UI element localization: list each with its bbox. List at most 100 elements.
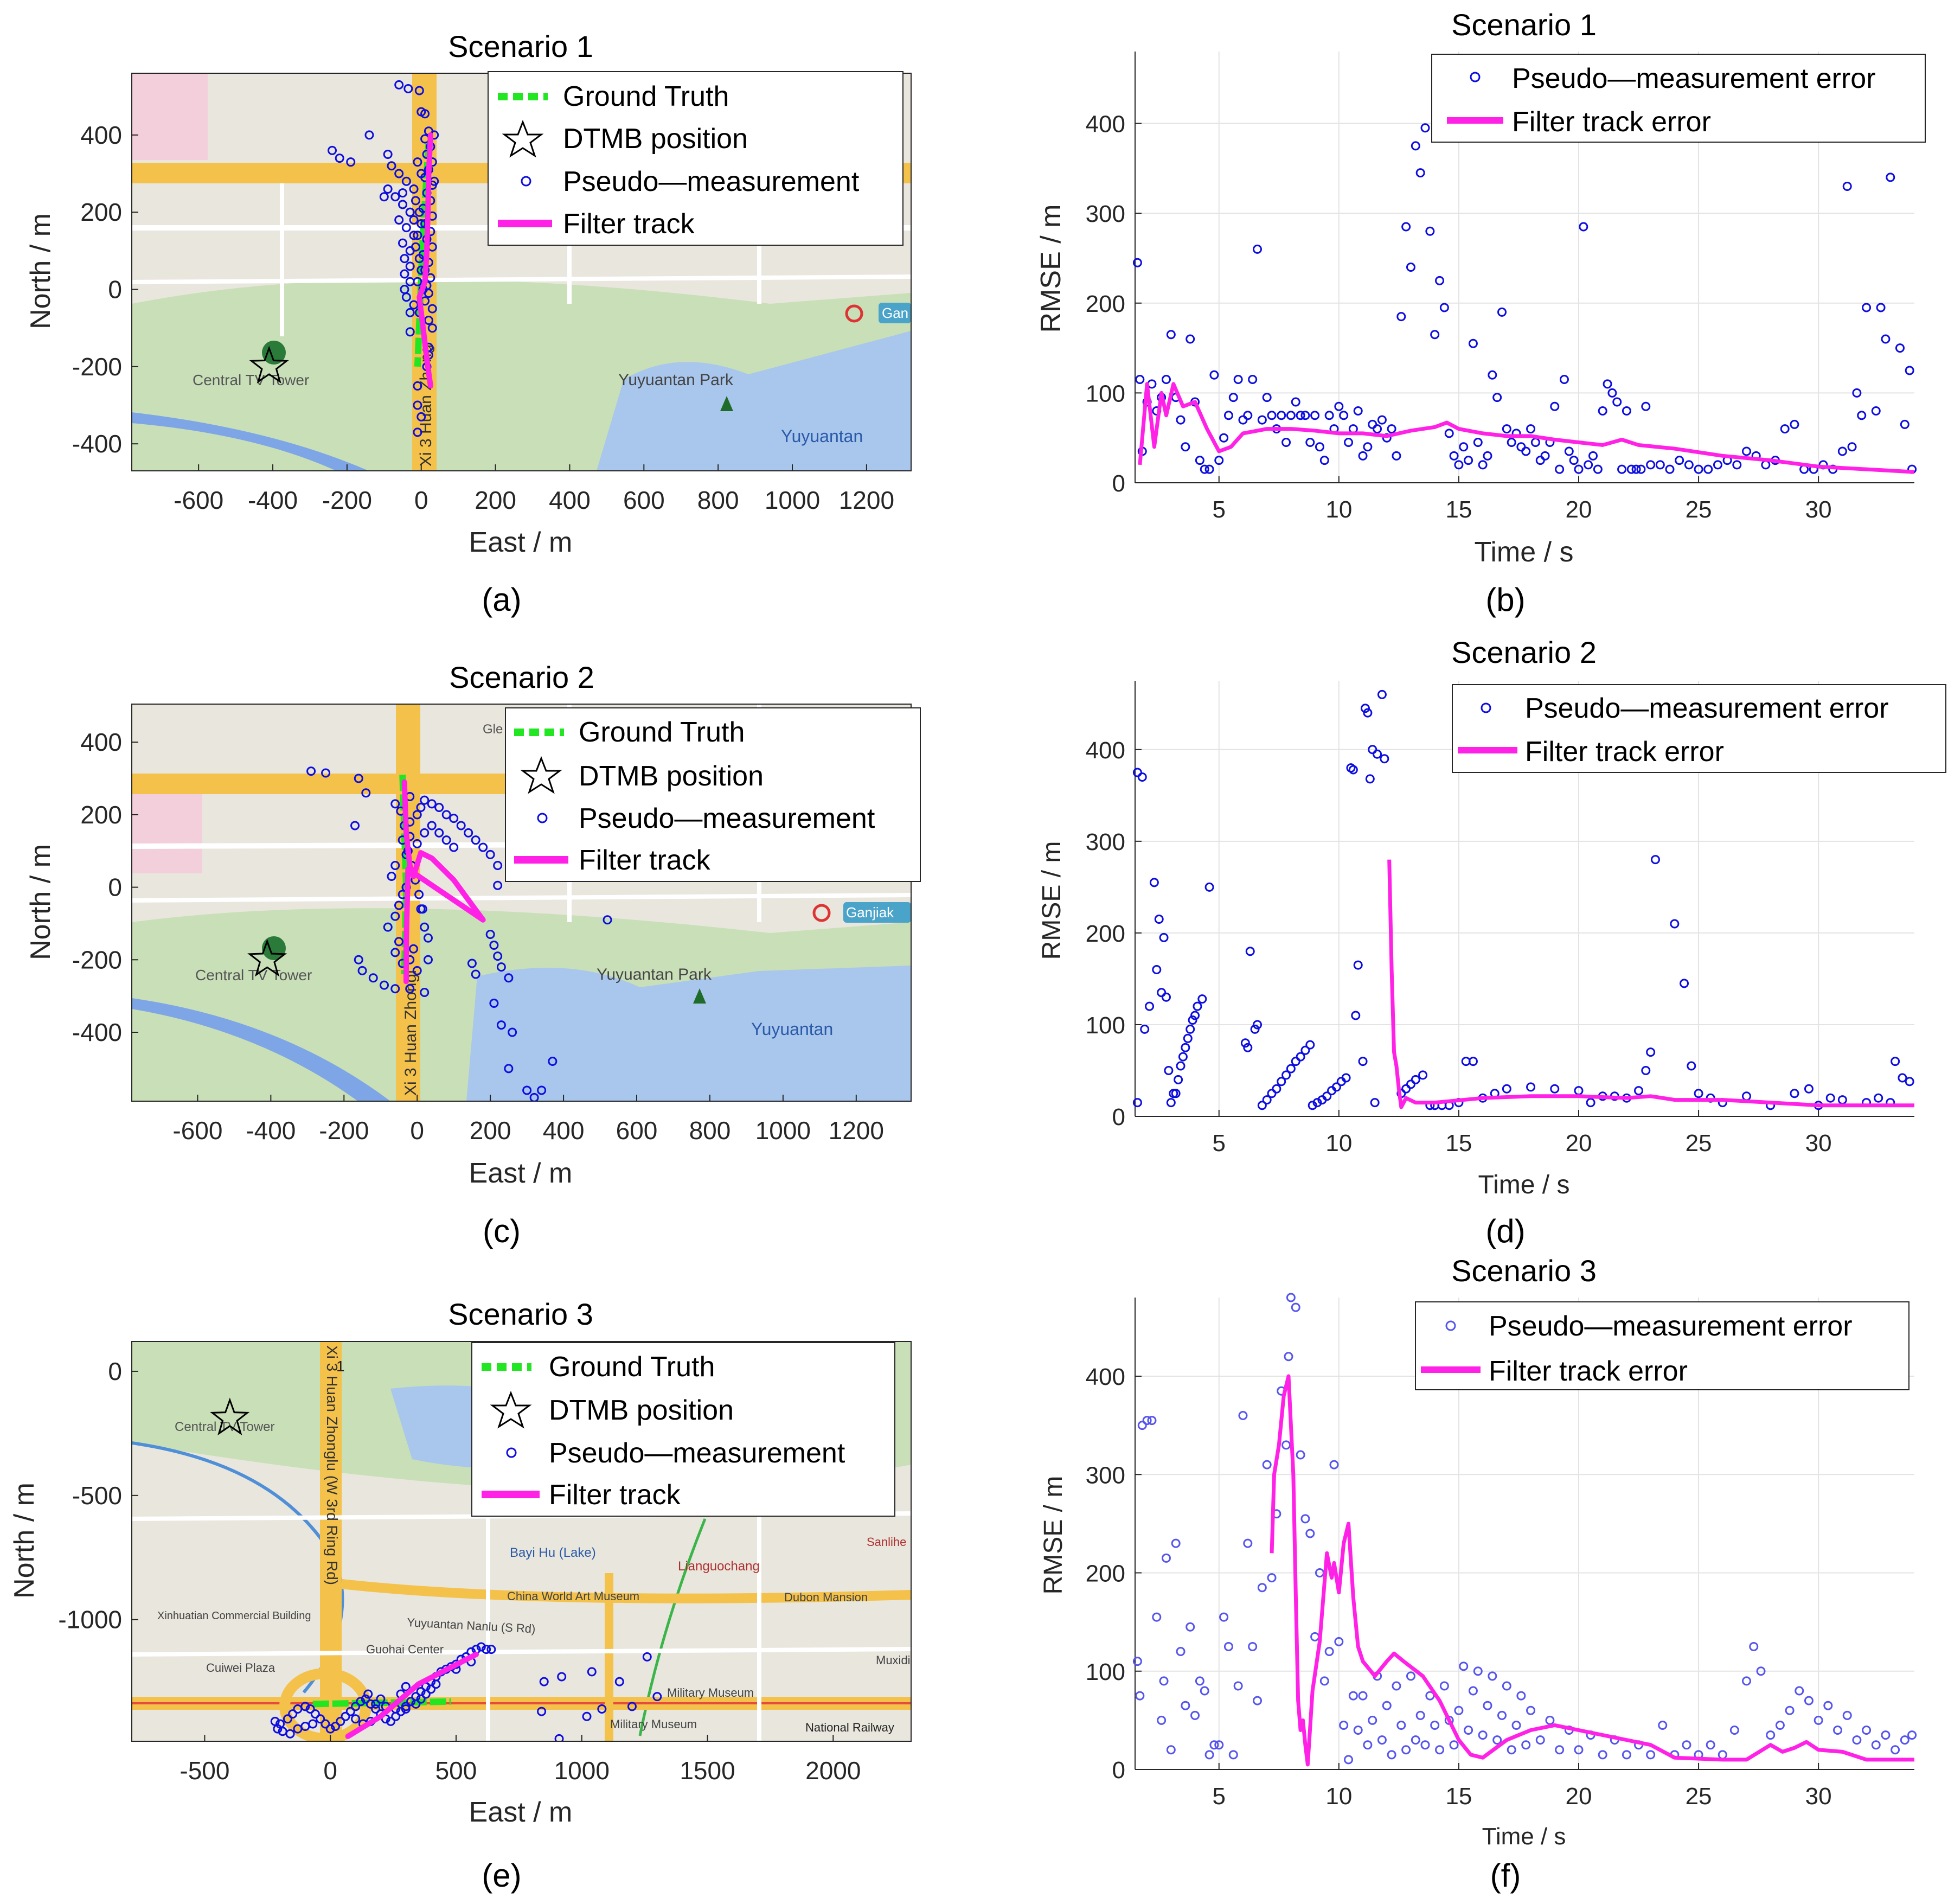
pseudo-point-e-68 (537, 1707, 547, 1716)
map-label-e-railway: National Railway (805, 1721, 894, 1734)
pseudo-point-b-59 (1411, 141, 1420, 151)
pseudo-point-c-44 (394, 900, 403, 910)
pseudo-point-b-60 (1415, 168, 1425, 178)
pseudo-point-d-16 (1176, 1061, 1186, 1071)
ylabel-d: RMSE / m (1037, 841, 1066, 960)
ticks-e: -500 0 500 1000 1500 2000 -1000 -500 0 (58, 1357, 861, 1785)
ytick-label-c-2: 0 (108, 873, 122, 902)
pseudo-point-a-78 (413, 277, 422, 286)
pseudo-point-e-77 (614, 1677, 624, 1686)
pseudo-point-f-92 (1598, 1750, 1607, 1760)
pseudo-point-c-31 (548, 1056, 558, 1066)
ytick-label-c-0: -400 (72, 1018, 122, 1046)
pseudo-point-d-9 (1159, 932, 1169, 942)
pseudo-point-a-74 (413, 231, 422, 240)
caption-c: (c) (483, 1213, 521, 1249)
pseudo-point-d-106 (1898, 1073, 1907, 1083)
pseudo-point-b-139 (1900, 419, 1909, 429)
pseudo-point-f-115 (1842, 1710, 1852, 1720)
pseudo-point-f-46 (1339, 1720, 1349, 1730)
pseudo-point-f-15 (1195, 1676, 1204, 1686)
pseudo-point-a-17 (394, 215, 404, 225)
pseudo-point-b-102 (1617, 464, 1627, 474)
legend-c-ground-truth: Ground Truth (579, 717, 745, 748)
pseudo-point-f-29 (1262, 1460, 1272, 1469)
ytick-label-b-1: 100 (1086, 380, 1125, 407)
pseudo-point-d-34 (1272, 1084, 1281, 1094)
pseudo-point-e-7 (321, 1719, 330, 1729)
pseudo-point-b-88 (1550, 401, 1560, 411)
pseudo-point-b-96 (1588, 451, 1598, 461)
pseudo-point-c-18 (493, 880, 503, 890)
ytick-label-a-4: 400 (80, 121, 122, 149)
pseudo-point-b-135 (1876, 303, 1886, 312)
pseudo-point-d-42 (1308, 1101, 1317, 1110)
pseudo-point-b-71 (1468, 338, 1478, 348)
xtick-label-e-1: 0 (323, 1756, 337, 1785)
pseudo-point-e-9 (330, 1722, 340, 1732)
pseudo-point-a-15 (398, 200, 408, 209)
pseudo-point-d-28 (1245, 947, 1255, 956)
pseudo-point-d-12 (1166, 1098, 1176, 1108)
pseudo-point-b-130 (1847, 442, 1857, 452)
pseudo-point-a-6 (335, 154, 344, 163)
filter-track-line-a (416, 132, 433, 389)
pseudo-point-c-39 (390, 984, 400, 994)
pseudo-point-b-138 (1895, 343, 1905, 353)
pseudo-point-c-8 (427, 799, 437, 809)
pseudo-point-d-17 (1178, 1052, 1188, 1062)
pseudo-point-c-72 (418, 904, 427, 914)
pseudo-point-b-94 (1579, 222, 1588, 232)
pseudo-point-f-38 (1300, 1514, 1310, 1524)
ytick-label-b-4: 400 (1086, 111, 1125, 138)
pseudo-point-f-54 (1377, 1735, 1387, 1745)
marks-e (210, 1397, 662, 1741)
pseudo-point-b-79 (1507, 437, 1516, 447)
pseudo-point-b-15 (1200, 464, 1209, 474)
pseudo-point-a-1 (403, 84, 413, 93)
pseudo-point-f-101 (1706, 1740, 1715, 1750)
pseudo-point-c-46 (387, 872, 396, 881)
ytick-label-b-0: 0 (1112, 470, 1125, 497)
pseudo-point-f-49 (1353, 1726, 1363, 1735)
pseudo-point-a-31 (405, 327, 415, 337)
pseudo-point-a-9 (383, 149, 393, 159)
xtick-label-c-3: 0 (410, 1116, 424, 1145)
pseudo-point-a-23 (405, 261, 415, 271)
pseudo-point-f-11 (1176, 1647, 1186, 1656)
pseudo-point-f-76 (1483, 1701, 1492, 1710)
pseudo-point-a-19 (409, 231, 419, 240)
pseudo-point-e-76 (539, 1677, 549, 1686)
pseudo-point-d-86 (1641, 1065, 1651, 1075)
pseudo-point-a-70 (409, 184, 419, 194)
pseudo-point-c-51 (427, 821, 437, 830)
pseudo-point-b-85 (1535, 456, 1545, 465)
pseudo-point-c-40 (405, 984, 415, 994)
pseudo-point-b-75 (1488, 370, 1497, 380)
pseudo-point-f-28 (1257, 1583, 1267, 1593)
pseudo-point-f-20 (1219, 1612, 1229, 1622)
pseudo-point-c-60 (423, 933, 433, 943)
pseudo-point-f-116 (1852, 1735, 1862, 1745)
pseudo-point-f-47 (1344, 1755, 1354, 1765)
pseudo-point-f-7 (1159, 1676, 1169, 1686)
pseudo-point-f-109 (1785, 1705, 1795, 1715)
legend-d: Pseudo—measurement error Filter track er… (1452, 684, 1946, 773)
pseudo-point-b-47 (1353, 406, 1363, 416)
ytick-label-e-0: -1000 (58, 1606, 122, 1634)
pseudo-point-d-61 (1380, 754, 1389, 764)
ytick-label-c-1: -200 (72, 945, 122, 974)
pseudo-point-c-56 (441, 835, 451, 845)
pseudo-point-d-74 (1468, 1057, 1478, 1066)
pseudo-point-b-109 (1655, 460, 1665, 470)
dtmb-star-a (249, 346, 289, 384)
xlabel-b: Time / s (1475, 536, 1574, 568)
xtick-label-e-0: -500 (180, 1756, 229, 1785)
caption-a: (a) (482, 582, 521, 618)
pseudo-point-b-68 (1454, 460, 1464, 470)
legend-e-dtmb: DTMB position (549, 1395, 734, 1426)
pseudo-point-b-32 (1281, 437, 1291, 447)
pseudo-point-d-32 (1262, 1095, 1272, 1105)
pseudo-point-b-48 (1358, 451, 1368, 461)
